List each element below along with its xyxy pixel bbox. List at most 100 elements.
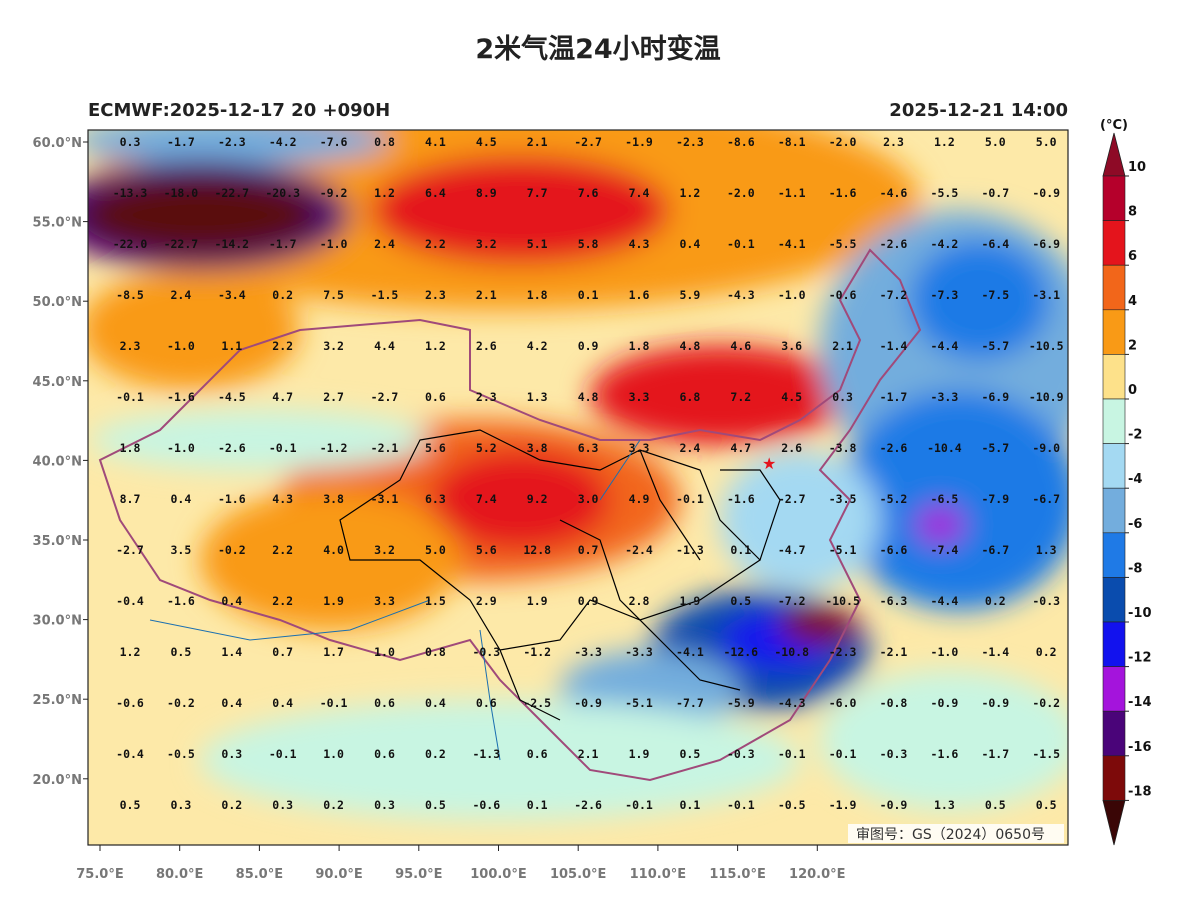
grid-value: 6.3 <box>578 441 599 455</box>
grid-value: -3.3 <box>931 390 959 404</box>
grid-value: 0.5 <box>985 798 1006 812</box>
grid-value: -0.2 <box>167 696 195 710</box>
grid-value: -4.3 <box>727 288 755 302</box>
colorbar-segment <box>1102 487 1126 534</box>
lat-label: 55.0°N <box>33 216 82 231</box>
grid-value: 0.1 <box>680 798 701 812</box>
colorbar-segment <box>1102 354 1126 400</box>
grid-value: -4.2 <box>931 237 959 251</box>
grid-value: -0.6 <box>472 798 500 812</box>
grid-value: 1.6 <box>629 288 650 302</box>
capital-star: ★ <box>762 454 776 473</box>
grid-value: -6.6 <box>880 543 908 557</box>
grid-value: -0.9 <box>1032 186 1060 200</box>
grid-value: 0.7 <box>272 645 293 659</box>
grid-value: -0.2 <box>1032 696 1060 710</box>
grid-value: 1.5 <box>425 594 446 608</box>
grid-value: -0.1 <box>829 747 857 761</box>
grid-value: 2.2 <box>272 594 293 608</box>
lon-label: 105.0°E <box>550 867 607 882</box>
grid-value: 3.3 <box>629 441 650 455</box>
grid-value: 5.0 <box>1036 135 1057 149</box>
grid-value: -1.0 <box>320 237 348 251</box>
colorbar-segment <box>1102 220 1126 266</box>
grid-value: -0.3 <box>727 747 755 761</box>
grid-value: -4.3 <box>778 696 806 710</box>
colorbar-segment <box>1102 532 1126 578</box>
grid-value: 0.5 <box>1036 798 1057 812</box>
grid-value: 4.8 <box>578 390 599 404</box>
grid-value: 4.5 <box>476 135 497 149</box>
grid-value: -20.3 <box>265 186 300 200</box>
grid-value: -13.3 <box>113 186 148 200</box>
grid-value: 2.2 <box>272 543 293 557</box>
grid-value: -1.6 <box>829 186 857 200</box>
grid-value: 7.6 <box>578 186 599 200</box>
grid-value: -0.5 <box>778 798 806 812</box>
grid-value: 2.1 <box>832 339 853 353</box>
grid-value: -7.2 <box>880 288 908 302</box>
colorbar-label: -8 <box>1128 561 1142 576</box>
grid-value: 0.1 <box>527 798 548 812</box>
grid-value: -0.3 <box>1032 594 1060 608</box>
colorbar-segment <box>1102 577 1126 623</box>
grid-value: -14.2 <box>214 237 249 251</box>
grid-value: -6.5 <box>931 492 959 506</box>
colorbar-label: -14 <box>1128 695 1152 710</box>
grid-value: -0.3 <box>880 747 908 761</box>
grid-value: -1.6 <box>727 492 755 506</box>
grid-value: -5.7 <box>981 441 1009 455</box>
lon-label: 95.0°E <box>395 867 442 882</box>
grid-value: 1.4 <box>221 645 242 659</box>
grid-value: -1.6 <box>931 747 959 761</box>
grid-value: 8.9 <box>476 186 497 200</box>
grid-value: 4.9 <box>629 492 650 506</box>
grid-value: -7.3 <box>931 288 959 302</box>
grid-value: -0.5 <box>167 747 195 761</box>
grid-value: 2.4 <box>374 237 395 251</box>
grid-value: -6.9 <box>981 390 1009 404</box>
grid-value: -4.7 <box>778 543 806 557</box>
grid-value: 0.5 <box>120 798 141 812</box>
grid-value: -2.6 <box>574 798 602 812</box>
grid-value: 1.9 <box>323 594 344 608</box>
grid-value: -2.0 <box>829 135 857 149</box>
grid-value: 1.9 <box>680 594 701 608</box>
grid-value: -10.9 <box>1029 390 1064 404</box>
grid-value: -0.1 <box>269 747 297 761</box>
grid-value: 0.6 <box>476 696 497 710</box>
grid-value: 2.6 <box>781 441 802 455</box>
grid-value: 5.1 <box>527 237 548 251</box>
grid-value: -0.1 <box>727 798 755 812</box>
grid-value: -7.2 <box>778 594 806 608</box>
grid-value: 6.4 <box>425 186 446 200</box>
grid-value: -7.7 <box>676 696 704 710</box>
colorbar-segment <box>1102 264 1126 311</box>
grid-value: -1.0 <box>167 339 195 353</box>
grid-value: -5.2 <box>880 492 908 506</box>
grid-value: -0.6 <box>829 288 857 302</box>
lat-label: 35.0°N <box>33 534 82 549</box>
grid-value: -5.1 <box>625 696 653 710</box>
grid-value: -6.7 <box>981 543 1009 557</box>
grid-value: -12.6 <box>723 645 758 659</box>
grid-value: -10.4 <box>927 441 962 455</box>
grid-value: 1.7 <box>323 645 344 659</box>
grid-value: -1.2 <box>320 441 348 455</box>
footer-box <box>848 824 1064 843</box>
grid-value: 4.3 <box>272 492 293 506</box>
grid-value: -1.0 <box>778 288 806 302</box>
grid-value: -0.1 <box>727 237 755 251</box>
colorbar-segment <box>1102 175 1126 221</box>
grid-value: 7.4 <box>629 186 650 200</box>
grid-value: 0.4 <box>680 237 701 251</box>
colorbar-label: -2 <box>1128 428 1142 443</box>
colorbar-segment <box>1102 666 1126 712</box>
grid-value: 0.1 <box>578 288 599 302</box>
grid-value: -0.1 <box>625 798 653 812</box>
grid-value: 0.6 <box>374 696 395 710</box>
grid-value: -0.3 <box>472 645 500 659</box>
grid-value: 0.2 <box>425 747 446 761</box>
grid-value: -1.6 <box>167 390 195 404</box>
grid-value: -1.6 <box>218 492 246 506</box>
